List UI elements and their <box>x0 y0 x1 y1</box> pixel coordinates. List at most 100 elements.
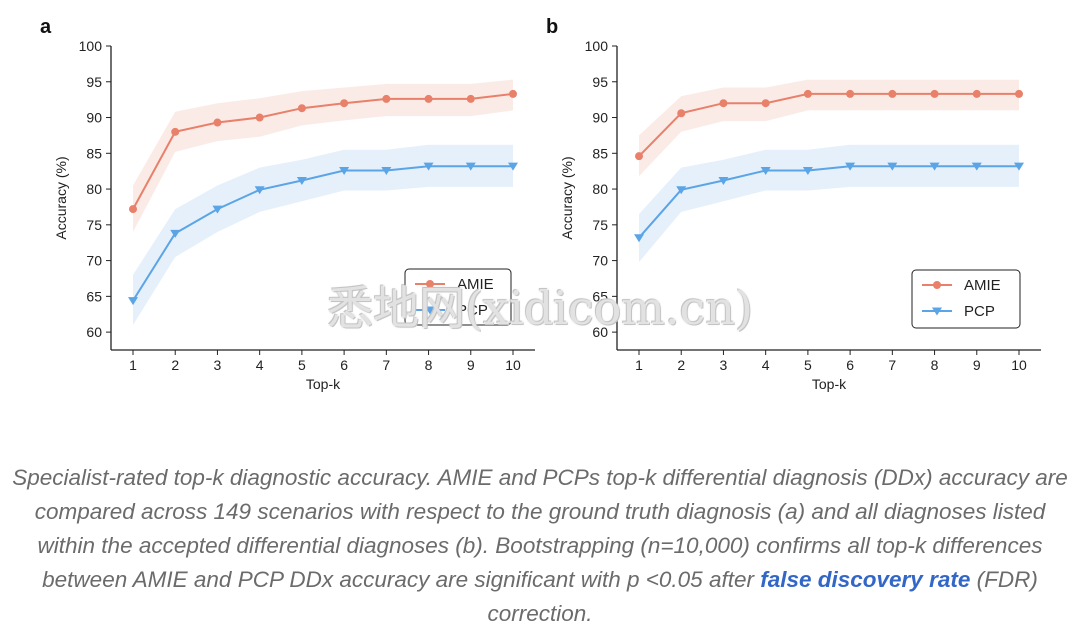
x-tick-label: 4 <box>762 357 770 373</box>
x-tick-label: 8 <box>931 357 939 373</box>
y-tick-label: 65 <box>86 288 102 304</box>
figure: a 60 65 70 75 80 85 90 95 100 1 2 3 4 5 6 7 8 9 10 Top-k Accu… <box>40 16 1041 392</box>
y-tick-label: 90 <box>86 110 102 126</box>
data-point-amie <box>846 89 855 98</box>
data-point-amie <box>888 89 897 98</box>
chart-legend: AMIE PCP <box>404 268 512 326</box>
y-tick-label: 80 <box>86 181 102 197</box>
legend-label-pcp: PCP <box>964 303 995 320</box>
data-point-amie <box>1015 89 1023 98</box>
x-tick-label: 6 <box>846 357 854 373</box>
data-point-pcp <box>423 162 434 171</box>
x-tick-label: 2 <box>677 357 685 373</box>
legend-label-pcp: PCP <box>457 302 488 319</box>
data-point-amie <box>719 99 728 108</box>
y-tick-label: 95 <box>592 74 608 90</box>
data-point-pcp <box>128 297 138 306</box>
panel-label: a <box>40 16 52 38</box>
y-tick-label: 95 <box>86 74 102 90</box>
x-tick-label: 2 <box>171 357 179 373</box>
legend-label-amie: AMIE <box>964 277 1001 294</box>
data-point-pcp <box>508 162 518 171</box>
data-point-amie <box>213 118 222 127</box>
data-point-pcp <box>1014 162 1024 171</box>
data-point-pcp <box>802 166 813 175</box>
data-point-pcp <box>381 166 392 175</box>
legend-marker-amie <box>933 281 941 289</box>
y-tick-label: 100 <box>585 38 609 54</box>
legend-marker-pcp <box>932 307 942 316</box>
ci-band-amie <box>133 79 513 232</box>
data-point-amie <box>171 127 180 136</box>
y-axis-label: Accuracy (%) <box>53 156 69 239</box>
y-tick-label: 80 <box>592 181 608 197</box>
series-line-pcp <box>132 165 513 302</box>
data-point-amie <box>635 152 643 161</box>
data-point-amie <box>466 94 475 103</box>
data-point-amie <box>930 89 939 98</box>
x-tick-label: 5 <box>804 357 812 373</box>
x-axis-label: Top-k <box>812 376 847 392</box>
x-tick-label: 1 <box>129 357 137 373</box>
data-point-amie <box>677 109 686 118</box>
data-point-pcp <box>296 176 307 185</box>
data-point-amie <box>509 89 517 98</box>
y-tick-label: 70 <box>86 253 102 269</box>
x-tick-label: 10 <box>505 357 521 373</box>
x-tick-label: 4 <box>256 357 264 373</box>
y-tick-label: 70 <box>592 253 608 269</box>
chart-panel-a: a 60 65 70 75 80 85 90 95 100 1 2 3 4 5 6 7 8 9 10 Top-k Accu… <box>40 16 535 392</box>
data-point-pcp <box>718 176 729 185</box>
x-tick-label: 5 <box>298 357 306 373</box>
data-point-pcp <box>212 205 223 214</box>
data-point-pcp <box>887 162 898 171</box>
x-tick-label: 7 <box>382 357 390 373</box>
x-tick-label: 6 <box>340 357 348 373</box>
y-tick-label: 60 <box>86 324 102 340</box>
data-point-amie <box>340 99 349 108</box>
legend-marker-amie <box>426 280 434 288</box>
x-tick-label: 3 <box>214 357 222 373</box>
series-line-pcp <box>638 165 1019 239</box>
series-line-amie <box>638 92 1019 157</box>
legend-label-amie: AMIE <box>457 276 494 293</box>
x-tick-label: 1 <box>635 357 643 373</box>
data-point-amie <box>129 205 137 214</box>
data-point-amie <box>761 99 770 108</box>
data-point-amie <box>382 94 391 103</box>
y-tick-label: 85 <box>86 145 102 161</box>
x-axis-label: Top-k <box>306 376 341 392</box>
data-point-amie <box>297 104 306 113</box>
data-point-pcp <box>254 186 265 195</box>
y-axis-label: Accuracy (%) <box>559 156 575 239</box>
ci-band-pcp <box>639 144 1019 262</box>
data-point-pcp <box>170 229 181 238</box>
data-point-pcp <box>465 162 476 171</box>
data-point-pcp <box>971 162 982 171</box>
series-line-amie <box>132 92 514 210</box>
y-tick-label: 100 <box>79 38 103 54</box>
data-point-amie <box>424 94 433 103</box>
y-tick-label: 60 <box>592 324 608 340</box>
x-tick-label: 8 <box>425 357 433 373</box>
caption-text: Specialist-rated top-k diagnostic accura… <box>12 464 1068 592</box>
ci-band-pcp <box>133 144 513 325</box>
x-tick-label: 10 <box>1011 357 1027 373</box>
chart-legend: AMIE PCP <box>911 269 1021 329</box>
y-tick-label: 85 <box>592 145 608 161</box>
panel-label: b <box>546 16 558 38</box>
legend-marker-pcp <box>425 306 435 315</box>
x-tick-label: 9 <box>973 357 981 373</box>
data-point-amie <box>972 89 981 98</box>
x-tick-label: 3 <box>720 357 728 373</box>
data-point-pcp <box>929 162 940 171</box>
data-point-amie <box>255 113 264 122</box>
data-point-amie <box>803 89 812 98</box>
data-point-pcp <box>676 186 687 195</box>
y-tick-label: 65 <box>592 288 608 304</box>
chart-panel-b: b 60 65 70 75 80 85 90 95 100 1 2 3 4 5 6 7 8 9 10 Top-k Accu… <box>546 16 1041 392</box>
caption-link-fdr[interactable]: false discovery rate <box>760 566 971 592</box>
x-tick-label: 7 <box>888 357 896 373</box>
data-point-pcp <box>339 166 350 175</box>
